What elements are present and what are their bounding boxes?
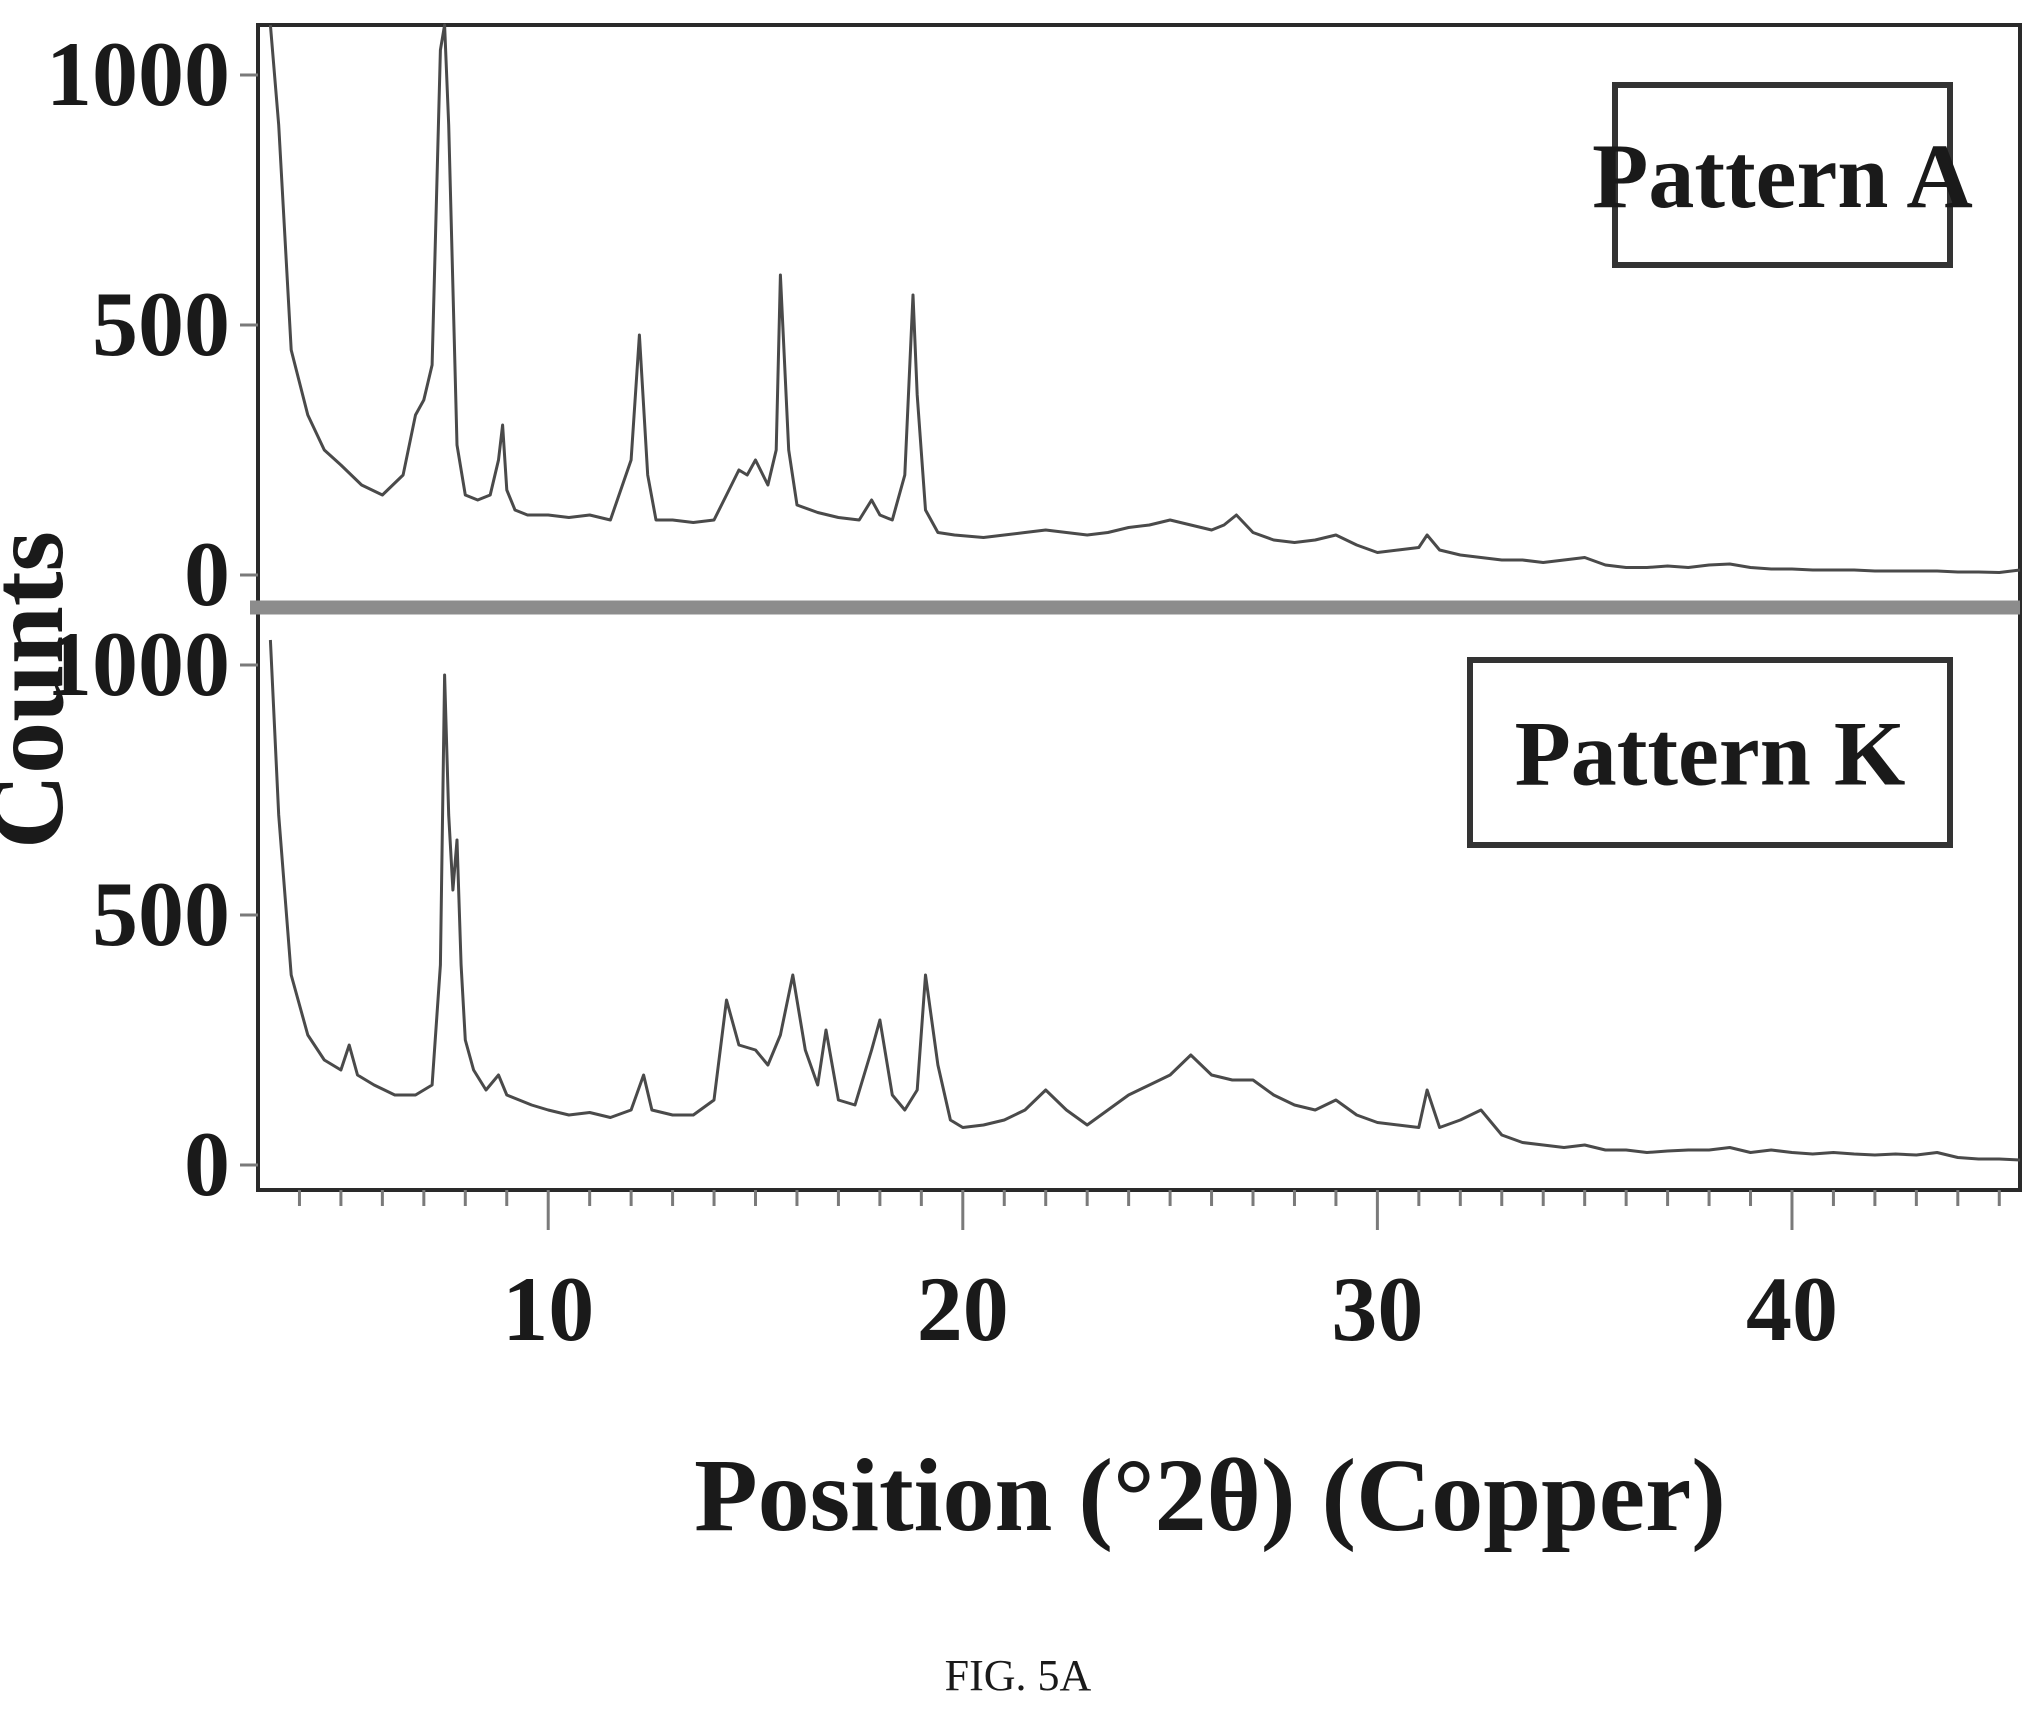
x-tick-label: 30 [1331, 1258, 1423, 1360]
legend-box [1612, 82, 1953, 268]
legend-box [1467, 657, 1953, 848]
y-tick-label: 0 [184, 523, 230, 625]
y-tick-label: 500 [92, 273, 230, 375]
y-tick-label: 0 [184, 1113, 230, 1215]
x-tick-label: 40 [1746, 1258, 1838, 1360]
legend-label: Pattern A [1592, 125, 1973, 227]
y-tick-label: 1000 [46, 613, 230, 715]
data-layer [268, 23, 2021, 1162]
y-axis-title: Counts [0, 531, 85, 849]
series-line-pattern-k [268, 639, 2021, 1162]
y-tick-label: 1000 [46, 23, 230, 125]
legend-label: Pattern K [1515, 703, 1906, 805]
x-axis-title: Position (°2θ) (Copper) [694, 1438, 1726, 1553]
legend-layer: Pattern A Pattern K [1467, 82, 1973, 848]
x-tick-label: 10 [502, 1258, 594, 1360]
y-tick-label: 500 [92, 863, 230, 965]
series-line-pattern-a [268, 23, 2021, 574]
plot-frame-layer [250, 23, 2022, 1192]
x-tick-label: 20 [917, 1258, 1009, 1360]
figure-caption: FIG. 5A [945, 1651, 1092, 1700]
